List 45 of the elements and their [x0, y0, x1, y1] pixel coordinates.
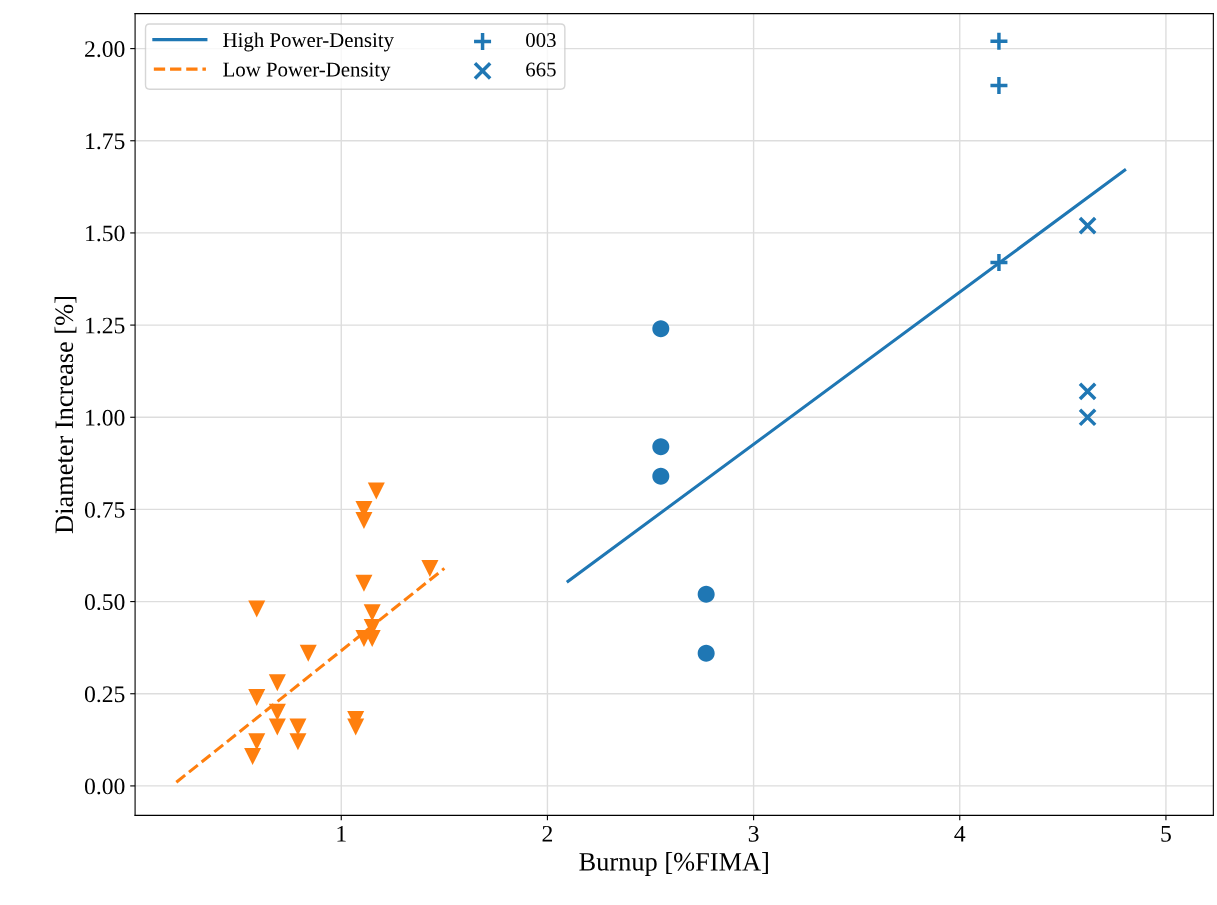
x-tick-label: 4 [954, 825, 966, 842]
y-tick-label: 1.25 [86, 317, 125, 334]
point [697, 644, 715, 662]
y-tick-label: 0.75 [84, 501, 125, 518]
x-tick-label: 1 [337, 825, 346, 842]
point [652, 467, 670, 485]
y-tick-label: 0.50 [84, 594, 125, 611]
point [244, 747, 262, 765]
legend-label: 665 [526, 62, 556, 77]
point [988, 75, 1010, 96]
point [1078, 382, 1097, 401]
x-tick-label: 3 [748, 825, 759, 842]
point [355, 574, 373, 592]
point [289, 718, 307, 736]
point [652, 438, 670, 456]
point [248, 688, 266, 706]
point [268, 718, 286, 736]
y-tick-label: 1.75 [86, 133, 125, 150]
y-tick-label: 0.00 [84, 778, 125, 795]
point [1078, 407, 1097, 427]
y-tick-label: 1.50 [86, 225, 125, 242]
x-tick-label: 5 [1161, 826, 1171, 842]
point [268, 674, 286, 692]
point [1078, 216, 1097, 235]
legend-label: 003 [526, 33, 556, 48]
point [355, 511, 373, 529]
point [697, 585, 715, 603]
point [988, 252, 1010, 273]
legend-label: High Power-Density [223, 32, 394, 52]
point [299, 644, 317, 662]
point [421, 559, 439, 577]
y-tick-label: 1.00 [86, 409, 125, 426]
x-tick-label: 2 [542, 825, 553, 842]
y-tick-label: 0.25 [84, 686, 125, 703]
point [652, 320, 670, 338]
point [248, 600, 266, 618]
legend-label: Low Power-Density [223, 62, 391, 81]
point [268, 703, 286, 721]
point [289, 733, 307, 751]
x-axis-title: Burnup [%FIMA] [579, 852, 768, 877]
y-tick-label: 2.00 [85, 41, 125, 58]
point [988, 30, 1010, 52]
point [367, 482, 385, 500]
point [347, 718, 365, 736]
y-axis-title: Diameter Increase [%] [54, 297, 77, 534]
